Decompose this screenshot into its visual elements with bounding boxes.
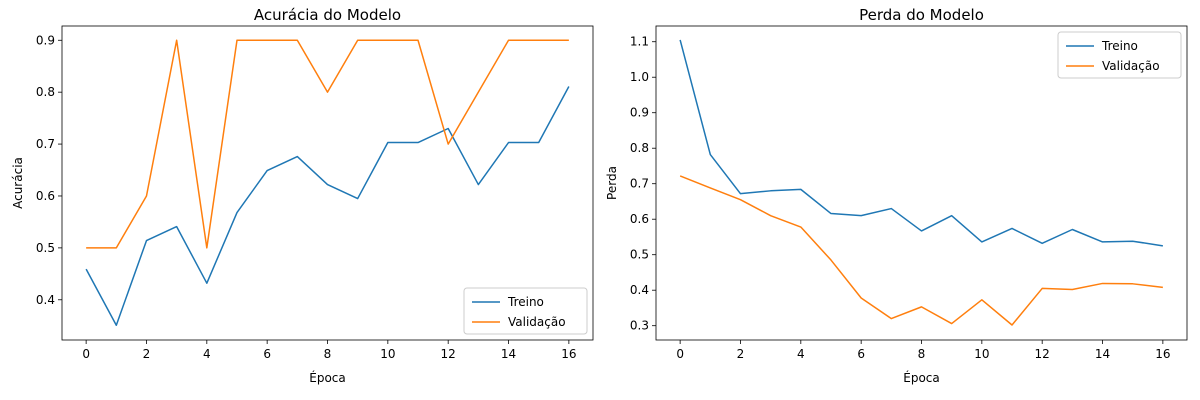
x-tick-label: 16: [561, 347, 576, 361]
x-tick-label: 10: [974, 347, 989, 361]
chart-title: Acurácia do Modelo: [254, 6, 401, 24]
y-tick-label: 0.4: [36, 293, 55, 307]
plot-frame: [655, 25, 1188, 341]
y-tick-label: 0.7: [36, 137, 55, 151]
y-tick-label: 0.6: [630, 212, 649, 226]
x-tick-label: 2: [143, 347, 151, 361]
legend-label: Treino: [507, 295, 544, 309]
x-tick-label: 12: [1035, 347, 1050, 361]
legend: Treino Validação: [463, 287, 588, 335]
legend: Treino Validação: [1057, 31, 1182, 79]
plot-frame: [61, 25, 594, 341]
x-tick-label: 0: [82, 347, 90, 361]
y-tick-label: 0.9: [36, 33, 55, 47]
x-tick-label: 8: [918, 347, 926, 361]
legend-label: Validação: [508, 315, 566, 329]
x-tick-label: 8: [324, 347, 332, 361]
x-axis-label: Época: [903, 370, 940, 385]
chart-title: Perda do Modelo: [859, 6, 984, 24]
y-axis-label: Perda: [605, 166, 619, 200]
y-tick-label: 0.8: [630, 141, 649, 155]
series-line-treino: [679, 39, 1163, 247]
x-tick-label: 10: [380, 347, 395, 361]
x-tick-label: 2: [737, 347, 745, 361]
y-tick-label: 0.8: [36, 85, 55, 99]
series-line-validação: [86, 39, 569, 249]
y-tick-label: 1.0: [630, 70, 649, 84]
legend-label: Treino: [1101, 39, 1138, 53]
x-tick-label: 16: [1155, 347, 1170, 361]
legend-label: Validação: [1102, 59, 1160, 73]
x-tick-label: 14: [501, 347, 516, 361]
x-axis-label: Época: [309, 370, 346, 385]
x-tick-label: 6: [857, 347, 865, 361]
series-line-validação: [679, 175, 1163, 326]
series-line-treino: [85, 86, 570, 326]
y-tick-label: 0.4: [630, 283, 649, 297]
x-tick-label: 12: [441, 347, 456, 361]
y-tick-label: 0.5: [630, 248, 649, 262]
y-tick-label: 0.7: [630, 177, 649, 191]
y-axis-label: Acurácia: [11, 157, 25, 209]
chart-1: Acurácia do Modelo 0 2 4 6 8 10 12 14 16 0.4 0.5 0.6…: [11, 6, 594, 385]
x-tick-label: 4: [203, 347, 211, 361]
y-tick-label: 1.1: [630, 35, 649, 49]
x-tick-label: 14: [1095, 347, 1110, 361]
x-tick-label: 0: [676, 347, 684, 361]
y-tick-label: 0.9: [630, 106, 649, 120]
x-tick-label: 4: [797, 347, 805, 361]
x-tick-label: 6: [263, 347, 271, 361]
chart-2: Perda do Modelo 0 2 4 6 8 10 12 14 16 0.3 0.4 0.5 0.6…: [605, 6, 1188, 385]
y-tick-label: 0.3: [630, 319, 649, 333]
y-tick-label: 0.5: [36, 241, 55, 255]
y-tick-label: 0.6: [36, 189, 55, 203]
